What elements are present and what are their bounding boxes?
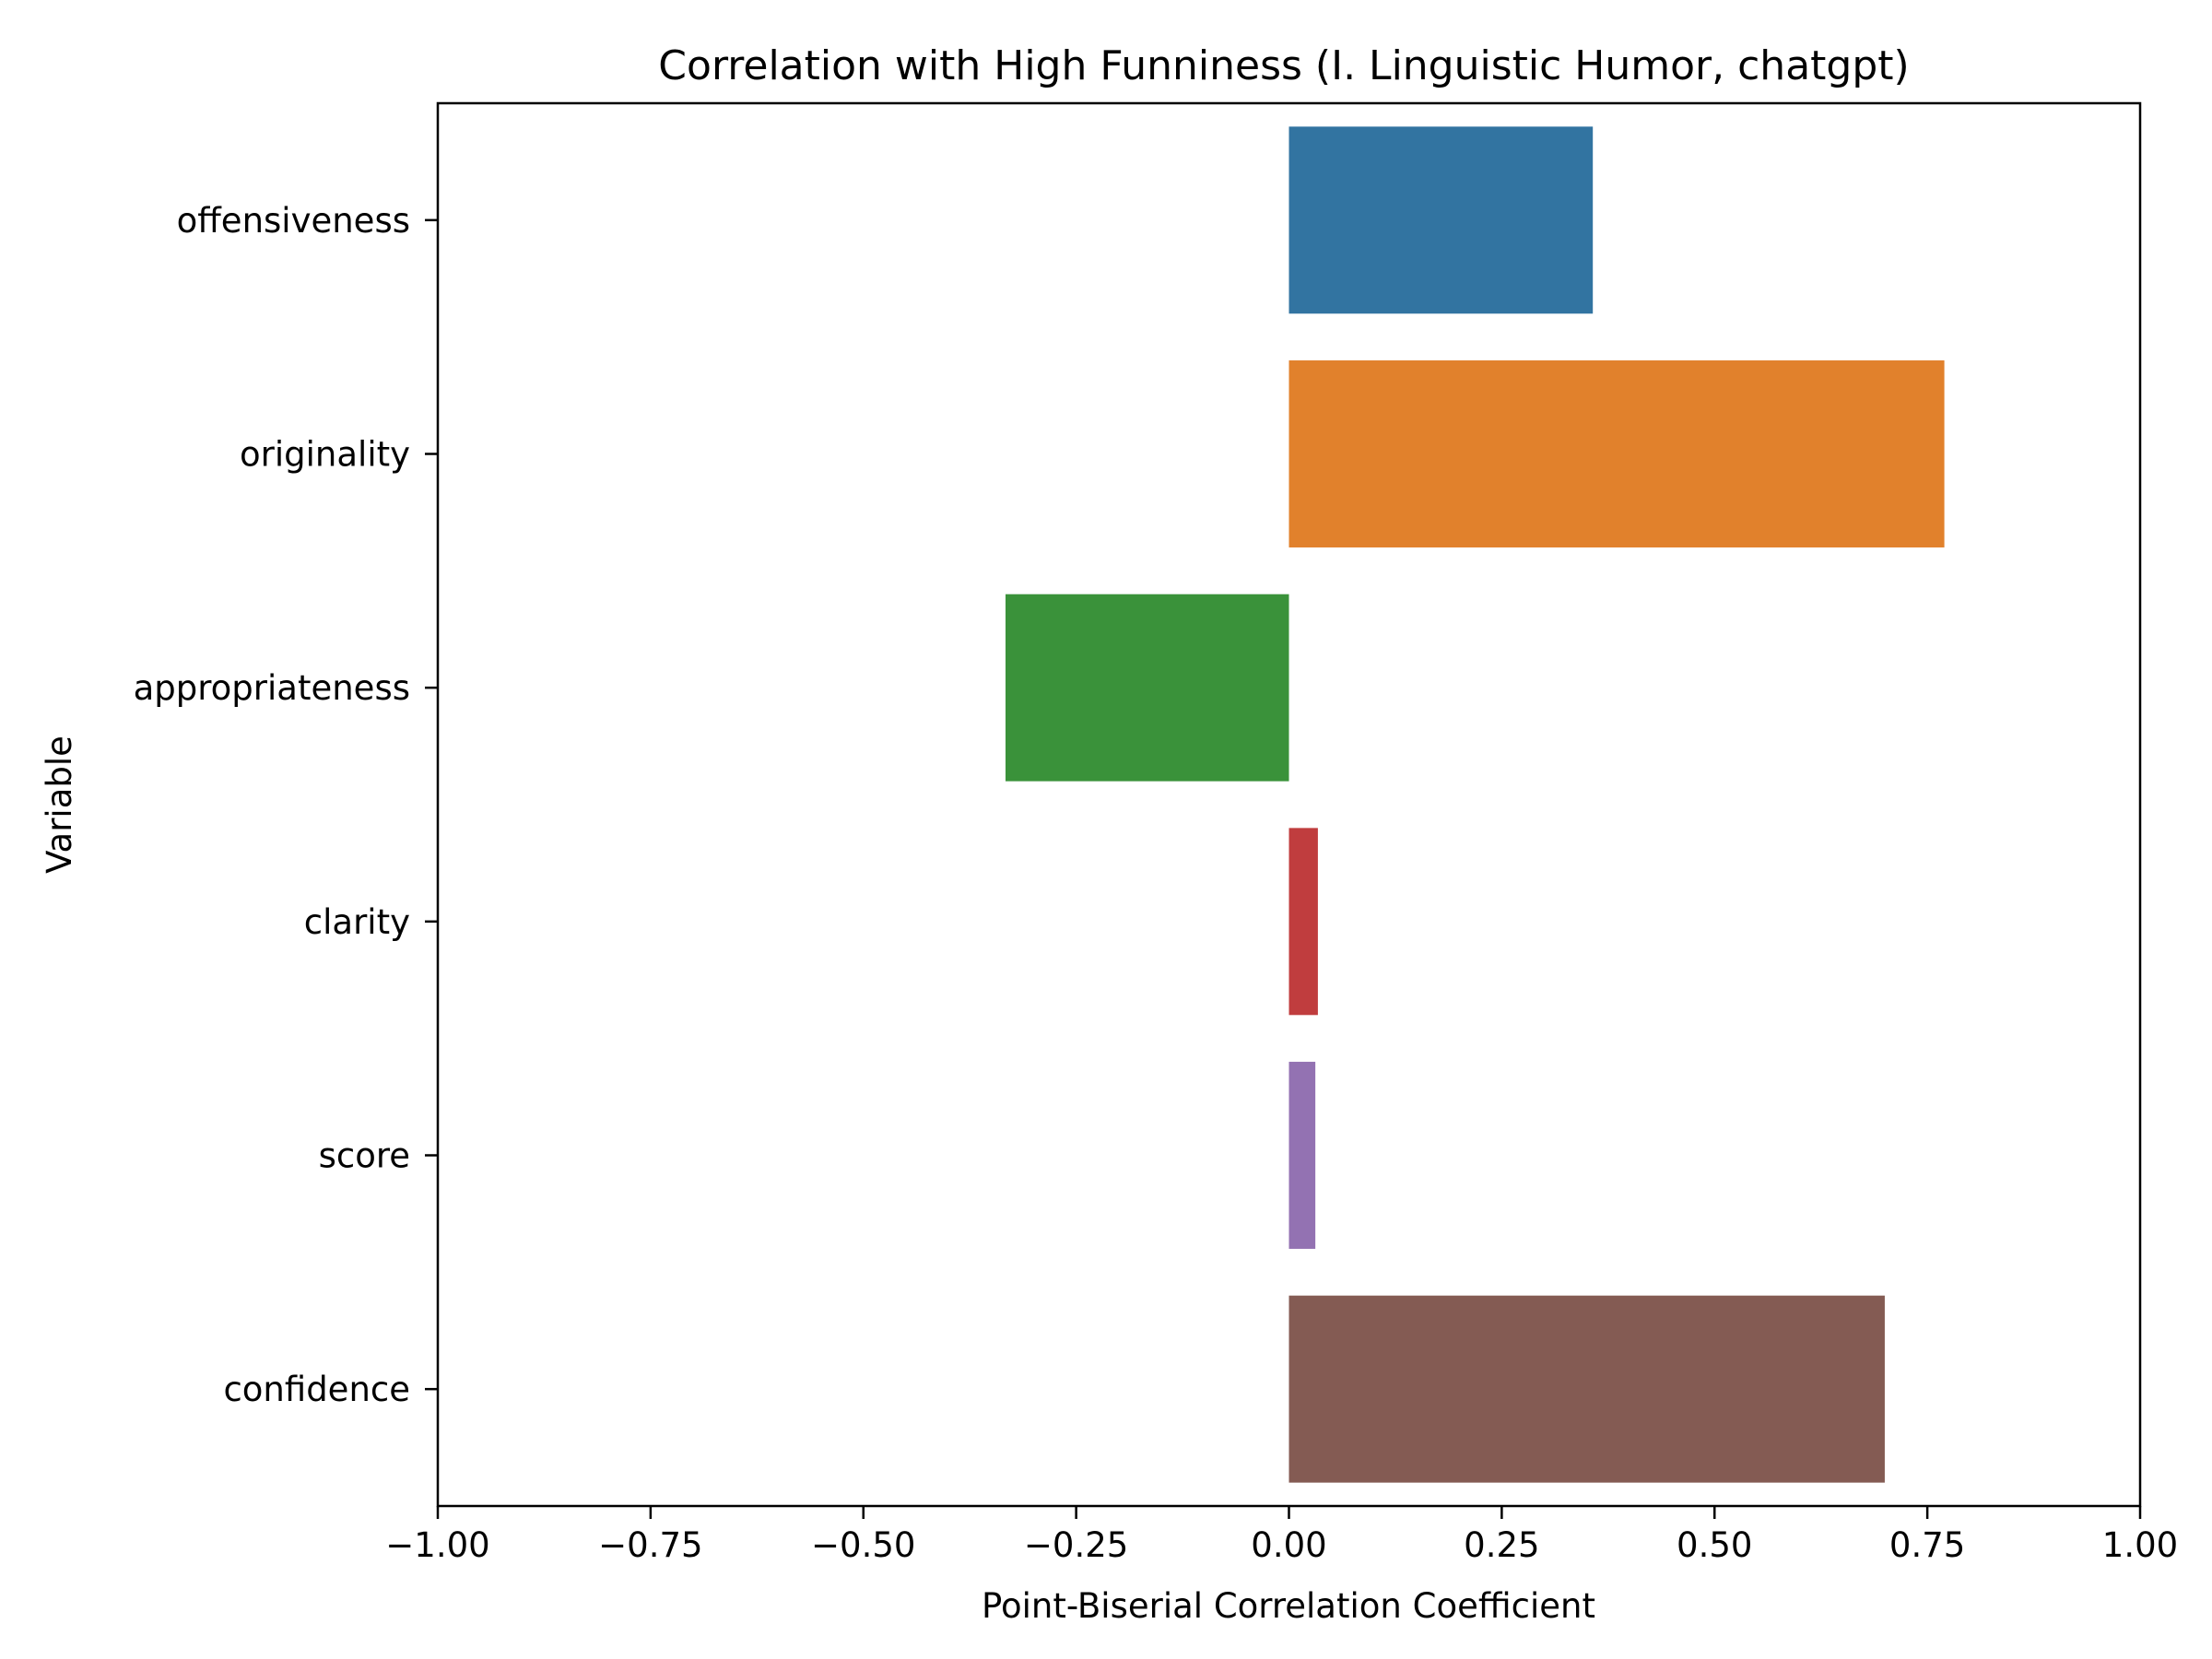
x-tick-label: −0.75 xyxy=(598,1525,702,1565)
x-tick-label: 0.00 xyxy=(1251,1525,1326,1565)
x-tick-label: 0.25 xyxy=(1464,1525,1539,1565)
y-tick-label-originality: originality xyxy=(240,435,410,475)
x-tick-label: 0.50 xyxy=(1677,1525,1752,1565)
x-tick-label: −0.50 xyxy=(811,1525,915,1565)
bar-clarity xyxy=(1288,828,1318,1016)
bar-confidence xyxy=(1288,1295,1885,1483)
x-tick-label: −0.25 xyxy=(1024,1525,1128,1565)
y-tick-label-score: score xyxy=(319,1136,410,1176)
x-axis: −1.00 −0.75 −0.50 −0.25 0.00 0.25 0.50 0.75 1.00 xyxy=(385,1506,2178,1565)
bar-offensiveness xyxy=(1288,126,1594,314)
x-tick-label: −1.00 xyxy=(385,1525,489,1565)
y-tick-label-clarity: clarity xyxy=(304,902,410,942)
y-axis: offensiveness originality appropriateness c… xyxy=(134,201,438,1409)
chart-title: Correlation with High Funniness (I. Ling… xyxy=(658,42,1909,89)
y-tick-label-offensiveness: offensiveness xyxy=(177,201,410,241)
x-tick-label: 0.75 xyxy=(1889,1525,1965,1565)
bar-originality xyxy=(1288,360,1945,547)
bars-group xyxy=(1005,126,1945,1483)
x-axis-label: Point-Biserial Correlation Coefficient xyxy=(982,1586,1595,1626)
y-tick-label-confidence: confidence xyxy=(223,1370,410,1409)
x-tick-label: 1.00 xyxy=(2102,1525,2178,1565)
bar-score xyxy=(1288,1062,1316,1249)
y-axis-label: Variable xyxy=(40,735,79,874)
bar-appropriateness xyxy=(1005,594,1289,782)
y-tick-label-appropriateness: appropriateness xyxy=(134,668,410,708)
